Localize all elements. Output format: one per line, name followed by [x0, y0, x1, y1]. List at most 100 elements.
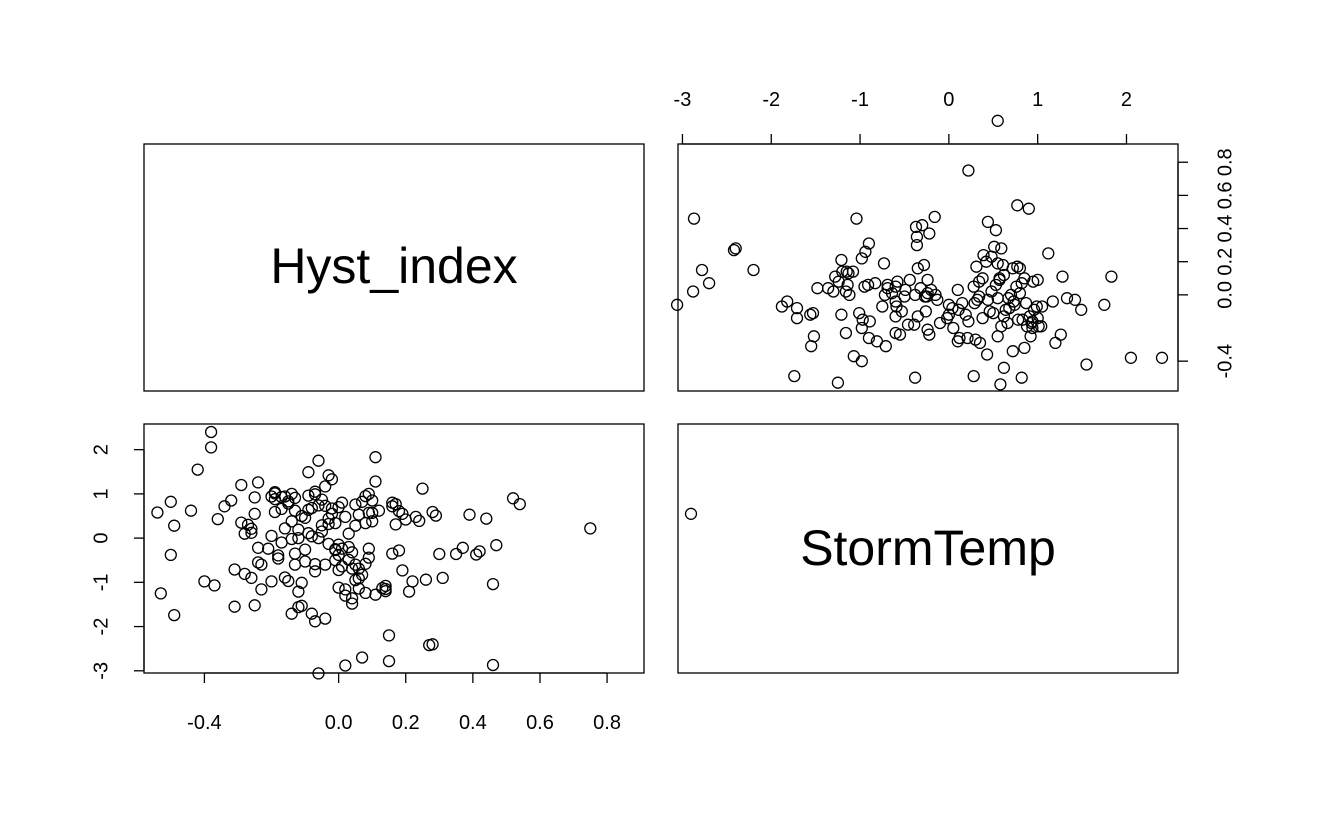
scatter-point-bottom-left [282, 495, 295, 508]
tick-label-right-hyst-index: 0.4 [1214, 215, 1236, 243]
scatter-point-bottom-left [389, 518, 402, 531]
scatter-point-bottom-left [392, 544, 406, 557]
scatter-point-bottom-left [470, 548, 483, 561]
scatter-point-top-right [916, 219, 929, 232]
scatter-point-top-right [898, 290, 911, 303]
scatter-point-bottom-left [164, 495, 177, 508]
scatter-point-top-right [1031, 273, 1044, 287]
scatter-point-top-right [1042, 247, 1055, 260]
scatter-point-bottom-left [191, 463, 204, 476]
scatter-point-bottom-left [486, 658, 500, 672]
scatter-point-top-right [923, 328, 936, 341]
scatter-point-bottom-left [436, 571, 449, 585]
scatter-point-top-right [968, 296, 981, 310]
tick-label-left-storm-temp: -2 [90, 618, 112, 636]
scatter-point-top-right [1056, 270, 1069, 283]
scatter-point-top-right [991, 330, 1004, 343]
scatter-panel-bottom-left [151, 425, 698, 680]
scatter-point-top-right [890, 300, 903, 313]
tick-label-left-storm-temp: -1 [90, 573, 112, 591]
scatter-point-top-right [1046, 295, 1059, 308]
scatter-point-bottom-left [204, 425, 218, 439]
scatter-point-top-right [790, 311, 804, 325]
diag-label-storm-temp: StormTemp [800, 520, 1056, 576]
scatter-point-bottom-left [339, 583, 352, 596]
tick-label-top-storm-temp: 1 [1032, 89, 1043, 111]
scatter-point-bottom-left [366, 494, 379, 507]
scatter-point-top-right [969, 333, 982, 346]
scatter-point-top-right [869, 277, 882, 290]
scatter-point-bottom-left [406, 575, 419, 588]
tick-label-top-storm-temp: -1 [851, 89, 869, 111]
scatter-point-bottom-left [275, 536, 288, 549]
scatter-point-top-right [1006, 345, 1019, 358]
scatter-point-top-right [1001, 316, 1014, 330]
scatter-point-top-right [850, 212, 863, 225]
scatter-point-top-right [942, 308, 956, 321]
scatter-point-top-right [988, 240, 1001, 253]
scatter-point-bottom-left [684, 507, 698, 520]
scatter-point-top-right [1105, 270, 1118, 283]
scatter-point-bottom-left [235, 516, 248, 529]
scatter-point-bottom-left [305, 530, 318, 543]
scatter-point-bottom-left [352, 508, 365, 521]
scatter-point-top-right [921, 273, 934, 287]
scatter-point-bottom-left [389, 497, 402, 511]
scatter-point-bottom-left [379, 582, 392, 596]
scatter-point-bottom-left [251, 556, 265, 569]
scatter-point-bottom-left [295, 576, 308, 589]
scatter-point-top-right [862, 237, 876, 250]
scatter-point-bottom-left [329, 554, 342, 567]
scatter-point-top-right [831, 376, 845, 389]
scatter-point-top-right [1124, 351, 1138, 364]
scatter-point-top-right [727, 243, 741, 257]
scatter-point-bottom-left [339, 659, 352, 672]
scatter-point-top-right [1098, 298, 1111, 311]
scatter-point-bottom-left [369, 451, 382, 464]
scatter-point-top-right [970, 260, 983, 273]
scatter-point-bottom-left [248, 507, 261, 520]
scatter-point-bottom-left [285, 532, 298, 546]
scatter-point-top-right [788, 369, 801, 383]
tick-label-bottom-hyst-index: 0.8 [593, 712, 621, 734]
scatter-point-top-right [908, 371, 922, 384]
scatter-point-top-right [977, 248, 990, 262]
scatter-point-bottom-left [298, 555, 312, 568]
scatter-point-bottom-left [355, 651, 369, 664]
scatter-point-bottom-left [359, 586, 372, 600]
scatter-point-bottom-left [332, 500, 345, 514]
scatter-point-bottom-left [248, 491, 261, 504]
scatter-point-top-right [1060, 292, 1074, 305]
scatter-point-bottom-left [416, 482, 429, 495]
scatter-point-top-right [928, 210, 941, 224]
scatter-point-top-right [917, 258, 931, 272]
scatter-point-bottom-left [184, 504, 198, 517]
scatter-point-top-right [997, 268, 1011, 282]
scatter-point-bottom-left [292, 531, 305, 545]
scatter-point-bottom-left [362, 551, 375, 564]
scatter-point-bottom-left [449, 547, 463, 561]
scatter-point-bottom-left [345, 546, 359, 559]
scatter-point-bottom-left [386, 547, 399, 560]
scatter-point-top-right [1075, 303, 1088, 316]
tick-label-left-storm-temp: 2 [90, 444, 112, 455]
scatter-point-top-right [980, 348, 994, 361]
scatter-point-top-right [835, 253, 848, 267]
tick-label-top-storm-temp: -3 [674, 89, 692, 111]
tick-label-bottom-hyst-index: 0.0 [325, 712, 353, 734]
scatter-point-bottom-left [295, 599, 308, 612]
tick-label-left-storm-temp: 0 [90, 533, 112, 544]
scatter-point-top-right [862, 331, 876, 345]
scatter-point-top-right [923, 227, 936, 240]
scatter-point-top-right [889, 326, 902, 340]
scatter-point-bottom-left [295, 509, 308, 523]
scatter-point-top-right [1011, 313, 1025, 326]
scatter-point-bottom-left [245, 522, 258, 535]
scatter-point-bottom-left [339, 510, 352, 524]
scatter-point-top-right [695, 263, 709, 277]
scatter-point-top-right [909, 220, 923, 234]
scatter-point-bottom-left [506, 492, 520, 505]
scatter-point-top-right [919, 305, 932, 318]
scatter-point-top-right [908, 318, 921, 331]
scatter-point-top-right [863, 315, 876, 328]
